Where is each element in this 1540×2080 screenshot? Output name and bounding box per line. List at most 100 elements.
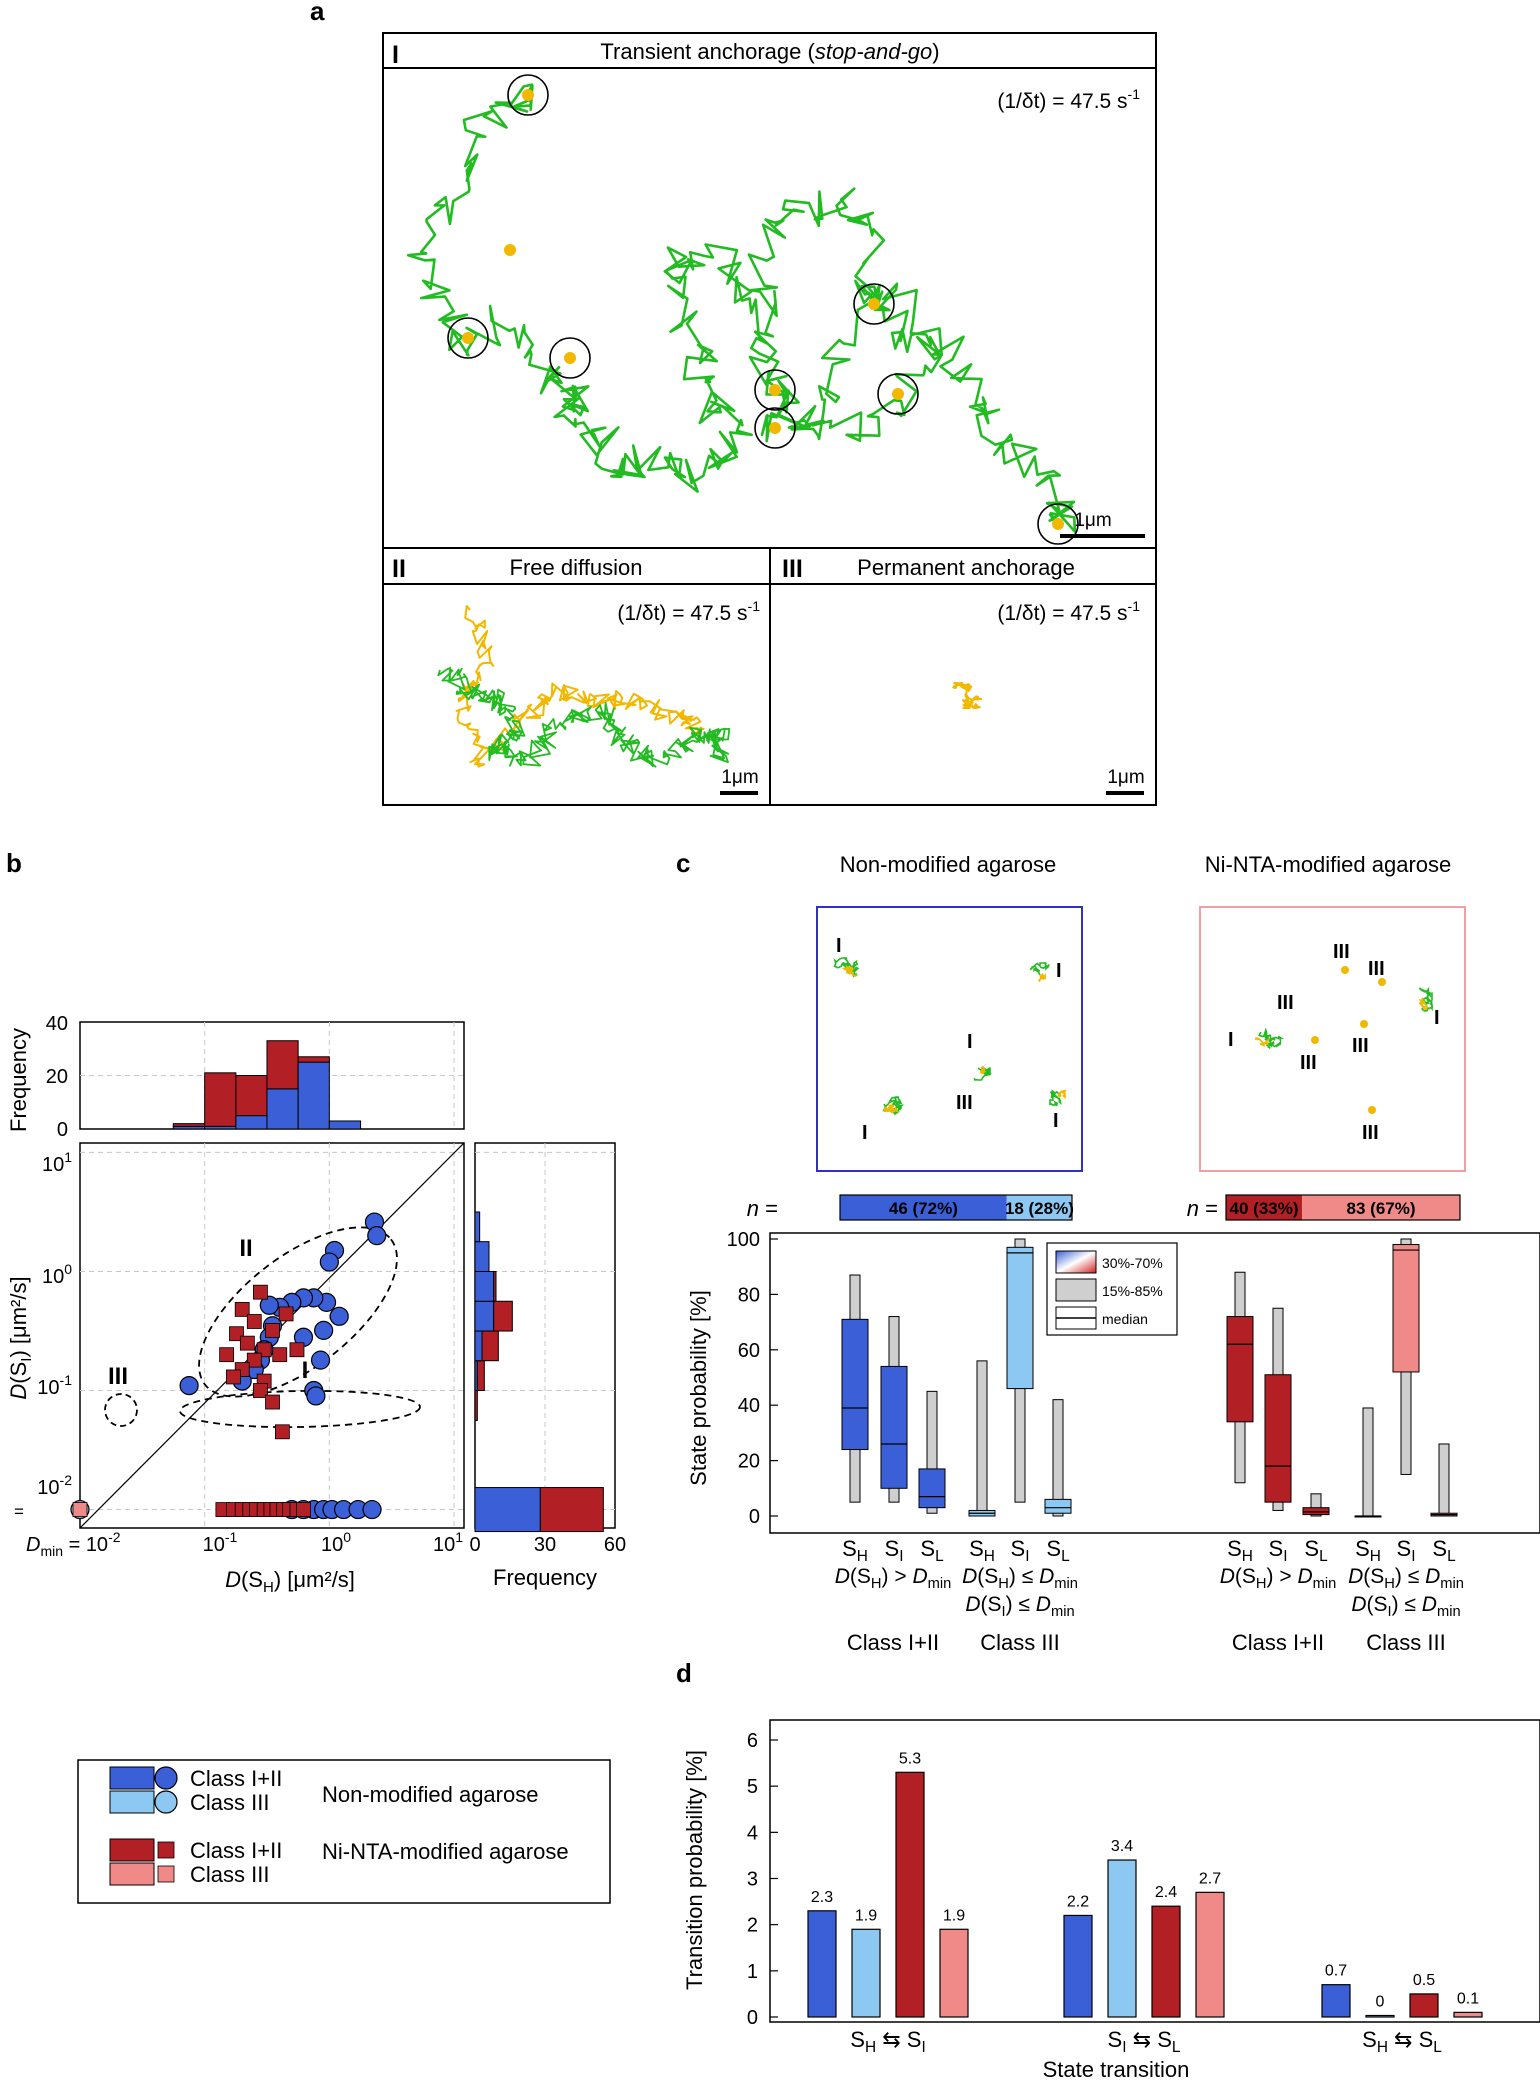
anchor-dot bbox=[564, 352, 576, 364]
scatter-y-ticks: 101 100 10-1 10-2 = bbox=[14, 1149, 72, 1521]
sub-ii-trajectory bbox=[437, 605, 731, 768]
micro-anchor bbox=[979, 1065, 987, 1075]
box-iqr bbox=[1006, 1246, 1034, 1390]
transition-category-label: SH ⇆ SI bbox=[850, 2027, 925, 2056]
transition-bar-label: 5.3 bbox=[899, 1750, 921, 1767]
right-hist-bar-red bbox=[493, 1270, 497, 1302]
micro-non-label-2: I bbox=[1056, 960, 1062, 982]
scatter-point-circle bbox=[314, 1320, 334, 1340]
transition-bar-chart: 6 5 4 3 2 1 0 2.3 2.2 0.7 1.9 3.4 0 5.3 2.4 0.5 1.9 2.7 0… bbox=[682, 1719, 1540, 2080]
anchor-circle bbox=[853, 283, 895, 325]
transition-ytick-label: 2 bbox=[747, 1915, 758, 1937]
ytick-10-1: 101 bbox=[42, 1149, 72, 1176]
panel-d-letter: d bbox=[676, 1658, 692, 1688]
box-ytick-label: 20 bbox=[738, 1451, 760, 1473]
box-iqr bbox=[1044, 1498, 1072, 1514]
transition-bar bbox=[807, 1910, 837, 2018]
sub-ii-rate: (1/δt) = 47.5 s-1 bbox=[617, 598, 760, 625]
transition-bar bbox=[1151, 1905, 1181, 2018]
box-iqr bbox=[1392, 1244, 1420, 1373]
transition-ytick-label: 6 bbox=[747, 1730, 758, 1752]
anchor-dot bbox=[504, 244, 516, 256]
scatter-point-square bbox=[289, 1342, 305, 1358]
n-non-class3: 18 (28%) bbox=[1005, 1199, 1074, 1218]
top-hist-ytick-20: 20 bbox=[46, 1066, 68, 1088]
right-hist-bar-red bbox=[539, 1487, 604, 1533]
scatter-point-square bbox=[246, 1352, 262, 1368]
transition-bar-label: 2.2 bbox=[1067, 1893, 1089, 1910]
transition-bar-label: 2.7 bbox=[1199, 1870, 1221, 1887]
transition-bar bbox=[1195, 1891, 1225, 2018]
top-hist-bar-blue bbox=[328, 1120, 362, 1130]
state-label: SI bbox=[885, 1536, 904, 1565]
micro-non-label-5: I bbox=[862, 1122, 868, 1144]
transition-xlabel: State transition bbox=[1043, 2057, 1190, 2080]
transition-bar-label: 3.4 bbox=[1111, 1838, 1133, 1855]
box-iqr bbox=[1302, 1507, 1330, 1516]
sub-iii-scale-label: 1μm bbox=[1107, 767, 1144, 788]
micro-track bbox=[1418, 986, 1434, 1012]
micro-ni-label-5: III bbox=[1352, 1035, 1369, 1057]
top-hist-bar-red bbox=[297, 1056, 330, 1063]
scatter-plot: II III I bbox=[70, 1142, 465, 1529]
micrograph-ni: III III III I III III I III bbox=[1199, 906, 1466, 1172]
anchor-dot bbox=[769, 422, 781, 434]
sub-i-rate: (1/δt) = 47.5 s-1 bbox=[997, 86, 1140, 113]
scatter-point-circle bbox=[362, 1499, 382, 1520]
transition-bar bbox=[1107, 1859, 1137, 2018]
cluster-i-ellipse bbox=[179, 1389, 421, 1429]
right-hist-bar-red bbox=[481, 1330, 499, 1362]
panel-b-letter: b bbox=[6, 848, 22, 878]
scatter-point-square bbox=[246, 1314, 262, 1329]
scatter-point-square bbox=[265, 1394, 280, 1410]
sub-ii-scale-label: 1μm bbox=[721, 767, 758, 788]
cluster-label-i: I bbox=[302, 1357, 309, 1384]
micro-track bbox=[833, 957, 860, 978]
class-label-ni-12: Class I+II bbox=[1232, 1630, 1324, 1655]
legend-range-text: 15%-85% bbox=[1102, 1283, 1163, 1299]
micro-track bbox=[1257, 1027, 1284, 1050]
state-label: SL bbox=[1432, 1536, 1456, 1565]
cond-ni-class3-b: D(SI) ≤ Dmin bbox=[1351, 1593, 1460, 1620]
box-plot: 100 80 60 40 20 0 State probability [%] 30%-7… bbox=[686, 1229, 1540, 1534]
scatter-point-circle bbox=[306, 1386, 326, 1406]
box-whisker-range bbox=[1438, 1443, 1450, 1517]
right-hist-xtick-60: 60 bbox=[604, 1534, 626, 1556]
legend-circle-marker bbox=[154, 1790, 178, 1814]
box-x-labels: SH SI SL SH SI SL SH SI SL SH SI SLD(SH) > Dmin D(SH… bbox=[835, 1536, 1464, 1655]
box-iqr bbox=[841, 1318, 869, 1451]
n-non-class12: 46 (72%) bbox=[889, 1199, 958, 1218]
scatter-xlabel: D(SH) [μm²/s] bbox=[225, 1567, 355, 1596]
transition-category-label: SI ⇆ SL bbox=[1108, 2027, 1181, 2056]
legend-bar-swatch bbox=[109, 1862, 155, 1886]
anchor-circle bbox=[447, 317, 489, 359]
box-ytick-label: 60 bbox=[738, 1340, 760, 1362]
scatter-x-ticks: Dmin = 10-2 10-1 100 101 bbox=[26, 1529, 463, 1559]
legend-iqr-text: 30%-70% bbox=[1102, 1255, 1163, 1271]
state-label: SH bbox=[969, 1536, 995, 1565]
micro-ni-label-8: III bbox=[1362, 1122, 1379, 1144]
n-label-ni: n = bbox=[1187, 1196, 1218, 1221]
legend-median-text: median bbox=[1102, 1311, 1148, 1327]
transition-bar bbox=[939, 1928, 969, 2018]
box-whisker-range bbox=[976, 1360, 988, 1517]
micro-anchor bbox=[883, 1104, 899, 1114]
n-ni-class12: 40 (33%) bbox=[1230, 1199, 1299, 1218]
right-hist-bar-red bbox=[476, 1360, 485, 1392]
xtick-10-1: 101 bbox=[433, 1529, 463, 1556]
micro-non-label-1: I bbox=[836, 935, 842, 957]
micro-non-label-3: I bbox=[967, 1031, 973, 1053]
ytick-10-m2: 10-2 bbox=[37, 1472, 72, 1499]
state-label: SH bbox=[1355, 1536, 1381, 1565]
micro-non-label-6: I bbox=[1053, 1110, 1059, 1132]
n-label-non: n = bbox=[747, 1196, 778, 1221]
state-label: SL bbox=[920, 1536, 944, 1565]
cond-non-class3-b: D(SI) ≤ Dmin bbox=[965, 1593, 1074, 1620]
sub-i-title: Transient anchorage (stop-and-go) bbox=[600, 39, 939, 64]
cond-non-class12: D(SH) > Dmin bbox=[835, 1565, 952, 1592]
anchor-circle bbox=[877, 373, 919, 415]
micro-track bbox=[1049, 1089, 1062, 1107]
transition-bar bbox=[1365, 2014, 1395, 2018]
micro-immobile-dot bbox=[1378, 978, 1386, 986]
legend-group-ni: Ni-NTA-modified agarose bbox=[322, 1839, 569, 1864]
